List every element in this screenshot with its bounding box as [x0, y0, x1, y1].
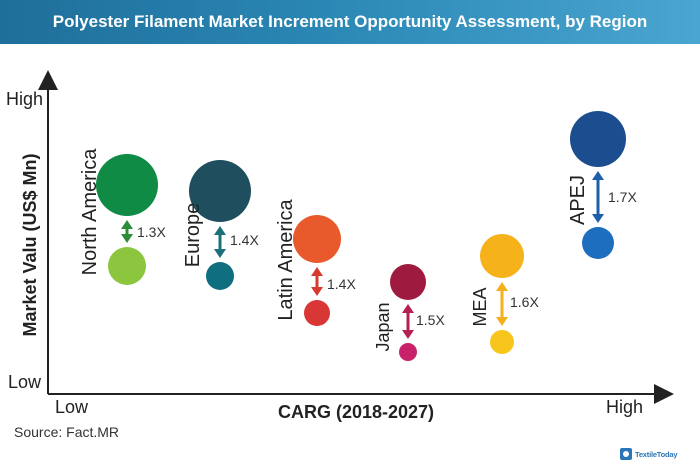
x-tick-label-low: Low	[55, 397, 89, 417]
mea-region-label: MEA	[470, 287, 490, 326]
latin-america-bubble-large	[293, 215, 341, 263]
x-axis-label: CARG (2018-2027)	[278, 402, 434, 422]
japan-arrow-head-up	[402, 304, 414, 313]
europe-bubble-small	[206, 262, 234, 290]
x-tick-label-high: High	[606, 397, 643, 417]
y-tick-label-low: Low	[8, 372, 42, 392]
north-america-region-label: North America	[79, 148, 101, 276]
logo-icon	[620, 448, 632, 460]
source-note: Source: Fact.MR	[14, 424, 120, 440]
latin-america-arrow-head-down	[311, 287, 323, 296]
japan-bubble-small	[399, 343, 417, 361]
japan-region-label: Japan	[373, 302, 393, 351]
north-america-arrow-head-down	[121, 234, 133, 243]
apej-bubble-small	[582, 227, 614, 259]
textiletoday-logo: TextileToday	[620, 446, 692, 462]
apej-arrow-head-up	[592, 171, 604, 180]
y-tick-label-high: High	[6, 89, 43, 109]
mea-bubble-large	[480, 234, 524, 278]
north-america-multiplier-label: 1.3X	[137, 224, 166, 240]
latin-america-arrow-head-up	[311, 267, 323, 276]
north-america-arrow-head-up	[121, 220, 133, 229]
apej-bubble-large	[570, 111, 626, 167]
latin-america-region-label: Latin America	[275, 199, 297, 321]
mea-arrow-head-down	[496, 317, 508, 326]
japan-arrow-head-down	[402, 330, 414, 339]
latin-america-multiplier-label: 1.4X	[327, 276, 356, 292]
y-axis-label: Market Valu (US$ Mn)	[20, 153, 40, 336]
apej-region-label: APEJ	[567, 175, 589, 225]
europe-arrow-head-up	[214, 226, 226, 235]
europe-multiplier-label: 1.4X	[230, 232, 259, 248]
europe-arrow-head-down	[214, 249, 226, 258]
logo-text: TextileToday	[635, 449, 678, 459]
mea-bubble-small	[490, 330, 514, 354]
title-banner: Polyester Filament Market Increment Oppo…	[0, 0, 700, 44]
chart-title: Polyester Filament Market Increment Oppo…	[52, 12, 648, 31]
apej-multiplier-label: 1.7X	[608, 189, 637, 205]
europe-bubble-large	[189, 160, 251, 222]
europe-region-label: Europe	[182, 203, 204, 268]
japan-bubble-large	[390, 264, 426, 300]
mea-multiplier-label: 1.6X	[510, 294, 539, 310]
north-america-bubble-large	[96, 154, 158, 216]
apej-arrow-head-down	[592, 214, 604, 223]
north-america-bubble-small	[108, 247, 146, 285]
latin-america-bubble-small	[304, 300, 330, 326]
mea-arrow-head-up	[496, 282, 508, 291]
japan-multiplier-label: 1.5X	[416, 312, 445, 328]
